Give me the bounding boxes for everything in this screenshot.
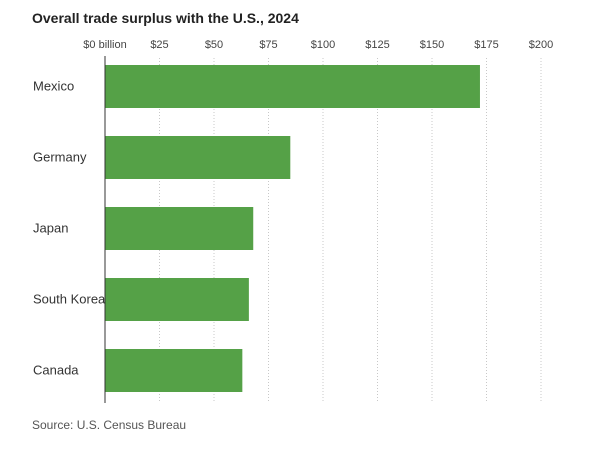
gridlines — [159, 58, 542, 403]
x-tick-label: $0 billion — [83, 39, 126, 51]
bar — [105, 278, 249, 321]
bar — [105, 207, 254, 250]
x-tick-label: $200 — [529, 39, 553, 51]
x-tick-label: $100 — [311, 39, 335, 51]
x-tick-label: $50 — [205, 39, 223, 51]
category-label: Mexico — [33, 79, 74, 94]
bar — [105, 136, 291, 179]
x-tick-label: $75 — [259, 39, 277, 51]
x-tick-labels: $0 billion $25 $50 $75 $100 $125 $150 $175 $200 — [83, 39, 553, 51]
category-label: Japan — [33, 221, 68, 236]
x-tick-label: $175 — [474, 39, 498, 51]
bars — [105, 65, 480, 392]
category-label: South Korea — [33, 292, 106, 307]
x-tick-label: $150 — [420, 39, 444, 51]
x-tick-label: $25 — [150, 39, 168, 51]
category-label: Canada — [33, 363, 79, 378]
chart-title: Overall trade surplus with the U.S., 202… — [32, 10, 299, 26]
x-tick-label: $125 — [365, 39, 389, 51]
category-labels: Mexico Germany Japan South Korea Canada — [33, 79, 106, 378]
bar — [105, 65, 480, 108]
category-label: Germany — [33, 150, 87, 165]
bar — [105, 349, 243, 392]
source-note: Source: U.S. Census Bureau — [32, 418, 187, 432]
